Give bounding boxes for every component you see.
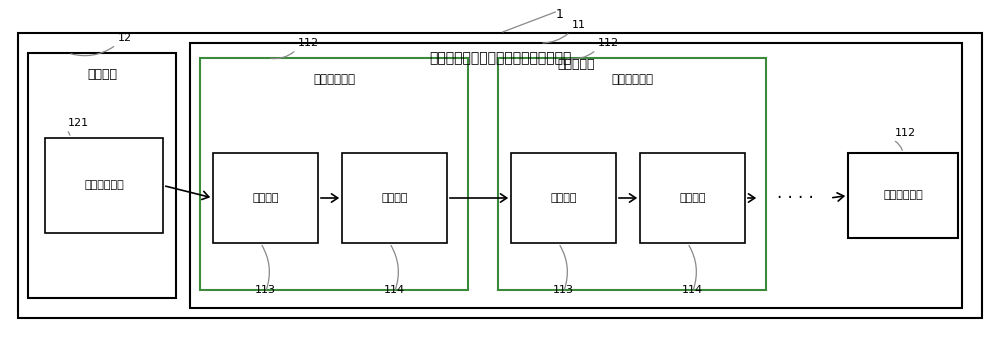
Bar [18, 33, 982, 318]
Bar [28, 53, 176, 298]
Text: 114: 114 [384, 285, 405, 295]
Bar [342, 153, 447, 243]
Text: 112: 112 [298, 38, 319, 48]
Bar [45, 138, 163, 233]
Text: 121: 121 [68, 118, 89, 128]
Bar [190, 43, 962, 308]
Bar [213, 153, 318, 243]
Text: 112: 112 [598, 38, 619, 48]
Text: 112: 112 [895, 128, 916, 138]
Text: 12: 12 [118, 33, 132, 43]
Bar [511, 153, 616, 243]
Bar [498, 58, 766, 290]
Text: 传输设备: 传输设备 [87, 68, 117, 81]
Text: 113: 113 [553, 285, 574, 295]
Text: 基于分离式天线来发送数据的发送系统: 基于分离式天线来发送数据的发送系统 [429, 51, 571, 65]
Text: 分离式天线: 分离式天线 [557, 58, 595, 71]
Text: 114: 114 [682, 285, 703, 295]
Text: 数据处理单元: 数据处理单元 [84, 180, 124, 191]
Bar [848, 153, 958, 238]
Text: 1: 1 [556, 8, 564, 21]
Text: 转换单元: 转换单元 [550, 193, 577, 203]
Text: 113: 113 [255, 285, 276, 295]
Text: 子分离式天线: 子分离式天线 [611, 73, 653, 86]
Text: 级联单元: 级联单元 [381, 193, 408, 203]
Text: 子分离式天线: 子分离式天线 [883, 191, 923, 200]
Text: 11: 11 [572, 20, 586, 30]
Text: 转换单元: 转换单元 [252, 193, 279, 203]
Bar [200, 58, 468, 290]
Text: 子分离式天线: 子分离式天线 [313, 73, 355, 86]
Bar [640, 153, 745, 243]
Text: 级联单元: 级联单元 [679, 193, 706, 203]
Text: · · · ·: · · · · [777, 189, 813, 207]
